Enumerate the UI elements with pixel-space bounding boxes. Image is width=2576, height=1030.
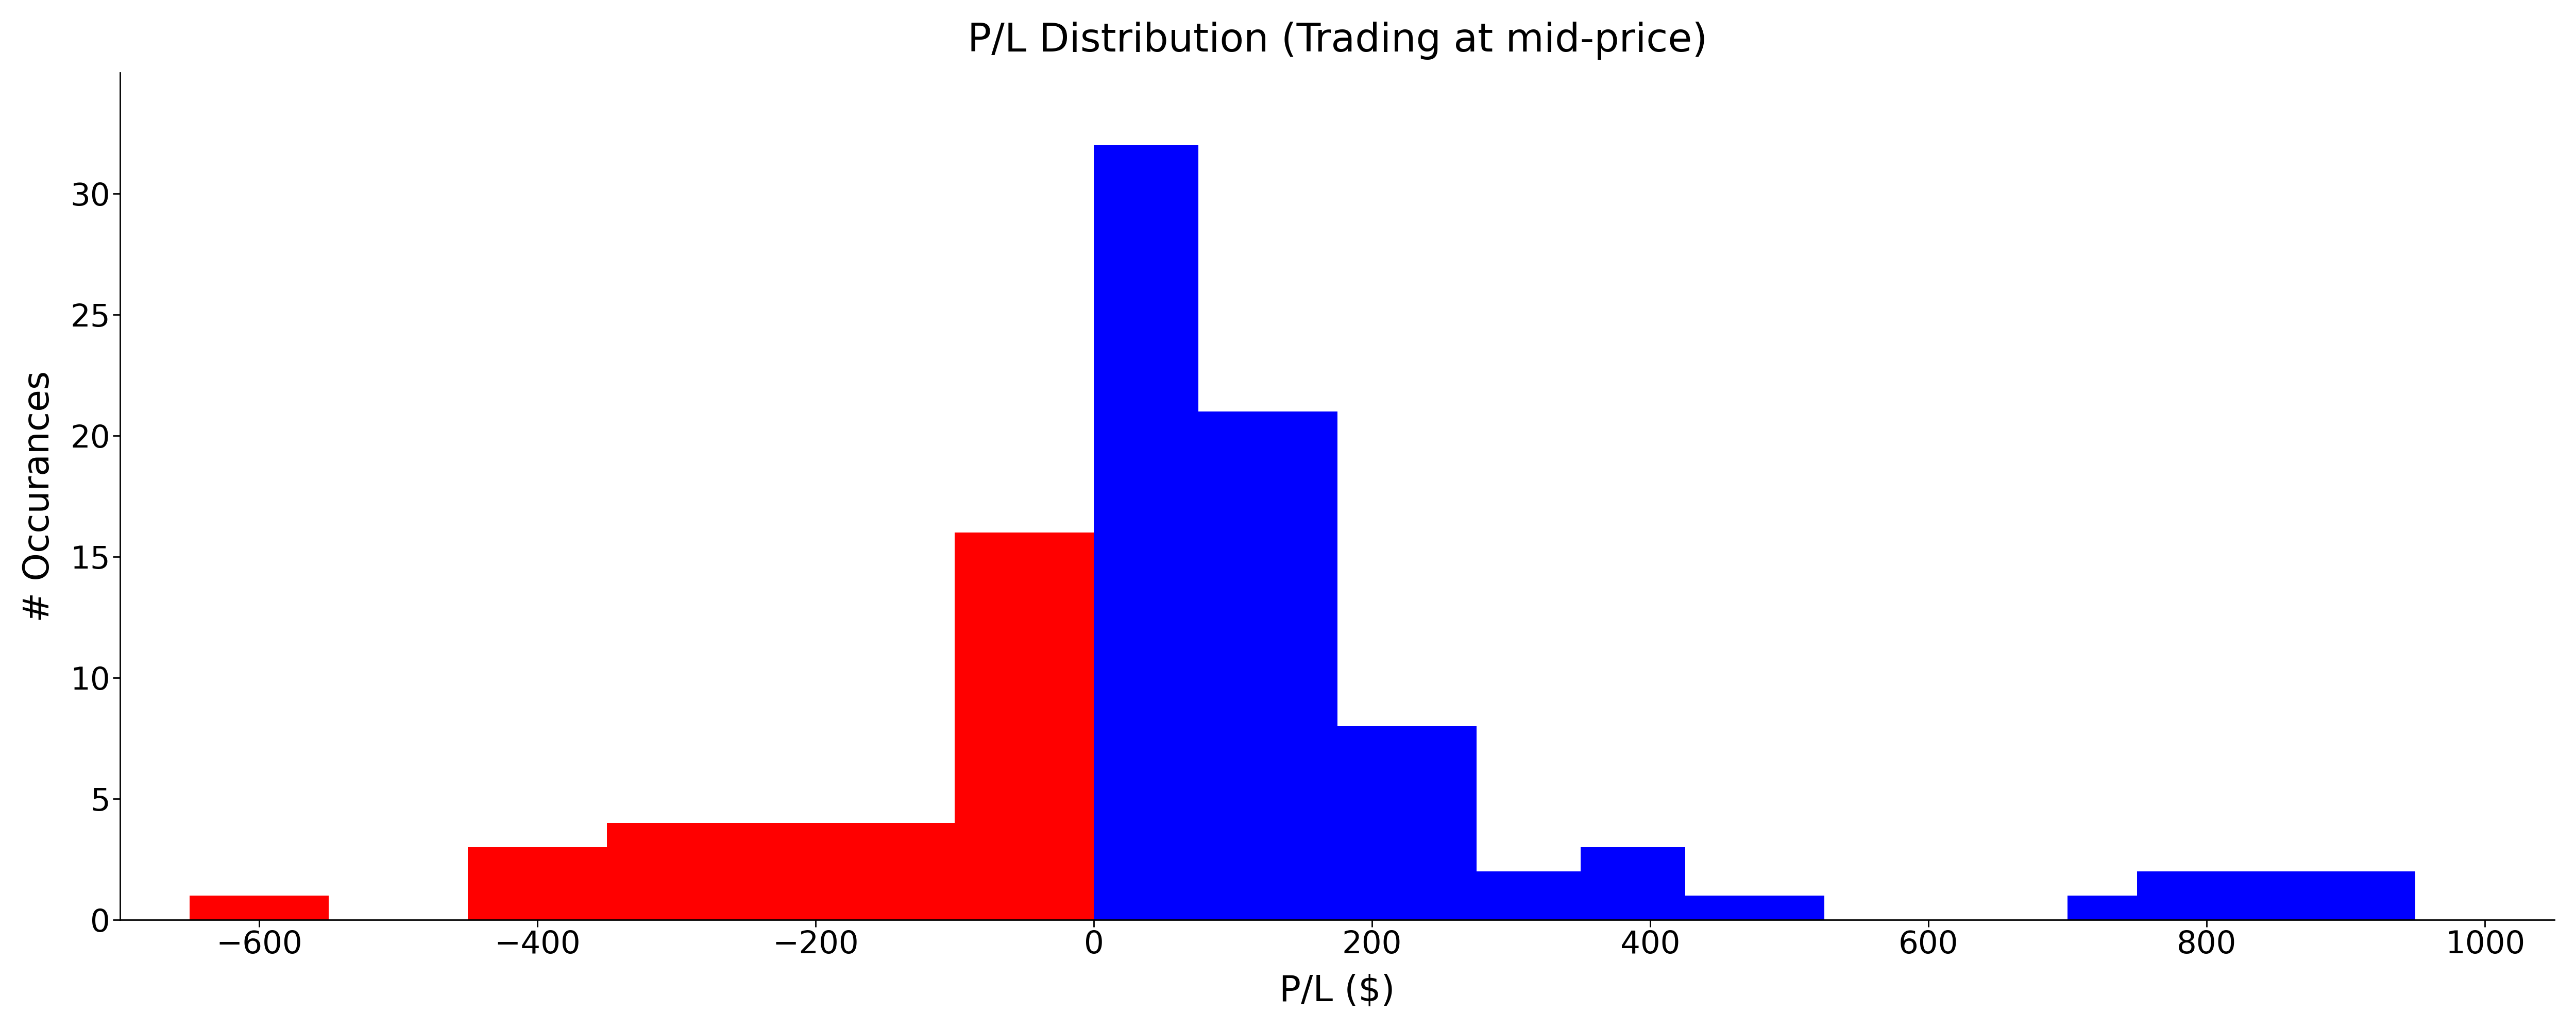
Bar: [1685, 895, 1824, 920]
Bar: [956, 533, 1095, 920]
Bar: [747, 823, 886, 920]
Bar: [1582, 847, 1685, 920]
Bar: [2347, 871, 2416, 920]
Bar: [2069, 895, 2138, 920]
Bar: [469, 847, 608, 920]
Bar: [886, 823, 1025, 920]
Bar: [191, 895, 330, 920]
Bar: [2138, 871, 2347, 920]
Y-axis label: # Occurances: # Occurances: [21, 371, 57, 622]
X-axis label: P/L ($): P/L ($): [1280, 974, 1396, 1008]
Bar: [1095, 145, 1198, 920]
Title: P/L Distribution (Trading at mid-price): P/L Distribution (Trading at mid-price): [969, 22, 1708, 60]
Bar: [608, 823, 747, 920]
Bar: [1337, 726, 1476, 920]
Bar: [1198, 412, 1337, 920]
Bar: [1476, 871, 1582, 920]
